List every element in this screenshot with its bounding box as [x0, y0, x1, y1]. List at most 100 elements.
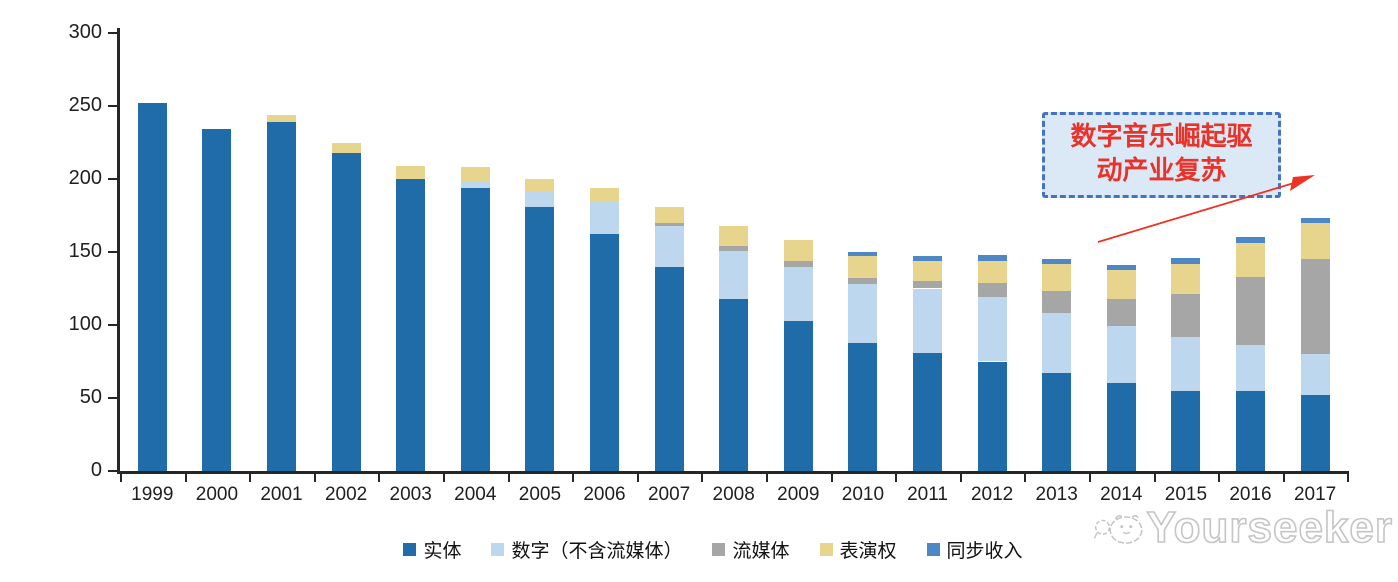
legend-item: 数字（不含流媒体） [491, 536, 682, 563]
yourseeker-logo-icon [1093, 514, 1143, 544]
x-tick-mark [701, 474, 704, 482]
bar-segment [1171, 294, 1201, 337]
x-axis-tick-label: 2013 [1035, 484, 1078, 505]
legend-item: 同步收入 [926, 536, 1023, 563]
bar-segment [331, 142, 361, 153]
y-axis-tick-label: 50 [79, 386, 102, 408]
x-tick-mark [1024, 474, 1027, 482]
x-axis-tick-label: 2014 [1100, 484, 1143, 505]
bar-segment [1236, 345, 1265, 391]
bar-segment [848, 252, 878, 257]
legend-label: 同步收入 [946, 540, 1023, 562]
y-axis-tick-label: 100 [68, 313, 102, 335]
x-axis-tick-label: 2003 [389, 484, 432, 505]
bar-segment [654, 225, 684, 267]
bar-segment [719, 250, 749, 299]
bar-segment [1300, 218, 1330, 223]
x-tick-mark [830, 474, 833, 482]
x-axis-tick-label: 2011 [907, 484, 948, 505]
x-axis-tick-label: 2010 [841, 484, 885, 505]
bar-segment [848, 278, 878, 285]
x-axis-tick-label: 1999 [131, 484, 174, 505]
bar-segment [654, 222, 684, 226]
x-axis-tick-label: 2008 [712, 484, 755, 505]
x-axis-tick-label: 2001 [260, 484, 303, 505]
x-axis-tick-label: 2015 [1164, 484, 1208, 505]
x-axis-tick-label: 2002 [324, 484, 368, 505]
bar-segment [977, 297, 1007, 362]
legend-swatch-icon [819, 543, 833, 556]
x-axis-line [117, 471, 1349, 474]
bar-segment [590, 187, 619, 203]
x-tick-mark [572, 474, 575, 482]
bar-segment [1300, 395, 1330, 471]
x-axis-tick-label: 2007 [647, 484, 691, 505]
bar-segment [913, 260, 942, 282]
bar-segment [1236, 276, 1265, 346]
bar-segment [783, 260, 813, 267]
bar-segment [202, 129, 232, 471]
y-axis-tick-label: 250 [68, 94, 102, 116]
legend-swatch-icon [712, 543, 726, 556]
x-tick-mark [636, 474, 639, 482]
y-tick-mark [108, 324, 117, 326]
bar-segment [460, 187, 490, 471]
bar-segment [1171, 336, 1201, 391]
x-tick-mark [184, 474, 187, 482]
legend: 实体 数字（不含流媒体） 流媒体 表演权 同步收入 [0, 536, 1398, 563]
bar-segment [1171, 390, 1201, 471]
bar-segment [848, 284, 878, 343]
bar-segment [460, 181, 490, 188]
legend-swatch-icon [403, 543, 417, 556]
bar-segment [654, 206, 684, 223]
bar-segment [1042, 259, 1072, 264]
bar-segment [719, 225, 749, 247]
bar-segment [1106, 298, 1136, 327]
x-tick-mark [120, 474, 122, 482]
annotation-text-line2: 动产业复苏 [1096, 156, 1227, 186]
legend-label: 表演权 [839, 540, 897, 562]
legend-label: 实体 [423, 540, 462, 562]
x-axis-tick-label: 2009 [777, 484, 820, 505]
y-axis-tick-label: 150 [68, 240, 102, 262]
x-tick-mark [1089, 474, 1091, 482]
bar-segment [1106, 265, 1136, 270]
y-tick-mark [108, 178, 117, 180]
bar-segment [719, 298, 749, 471]
legend-swatch-icon [926, 543, 940, 556]
bar-segment [267, 122, 296, 471]
bar-segment [1236, 243, 1265, 277]
bar-segment [1042, 313, 1072, 374]
x-tick-mark [378, 474, 381, 482]
x-axis-tick-label: 2000 [195, 484, 239, 505]
legend-item: 实体 [403, 536, 461, 563]
x-axis-tick-label: 2017 [1293, 484, 1337, 505]
x-axis-tick-label: 2006 [583, 484, 626, 505]
legend-swatch-icon [491, 543, 505, 556]
legend-label: 流媒体 [732, 540, 790, 562]
bar-segment [590, 202, 619, 235]
bar-segment [525, 179, 555, 193]
bar-segment [1300, 222, 1330, 260]
x-axis-tick-label: 2016 [1229, 484, 1272, 505]
y-tick-mark [108, 105, 117, 107]
bar-segment [1042, 373, 1072, 471]
bar-segment [1106, 326, 1136, 384]
bar-segment [1171, 257, 1201, 264]
x-axis-tick-label: 2005 [518, 484, 562, 505]
x-tick-mark [507, 474, 510, 482]
y-axis-tick-label: 300 [68, 21, 102, 43]
bar-segment [848, 256, 878, 279]
y-tick-mark [108, 251, 117, 253]
x-tick-mark [249, 474, 252, 482]
bar-segment [1171, 263, 1201, 295]
bar-segment [1300, 354, 1330, 396]
bar-segment [913, 256, 942, 261]
bar-segment [977, 254, 1007, 261]
bar-segment [913, 281, 942, 289]
annotation-callout: 数字音乐崛起驱 动产业复苏 [1042, 112, 1281, 198]
x-tick-mark [766, 474, 768, 482]
bar-segment [977, 260, 1007, 283]
bar-segment [1236, 237, 1265, 244]
